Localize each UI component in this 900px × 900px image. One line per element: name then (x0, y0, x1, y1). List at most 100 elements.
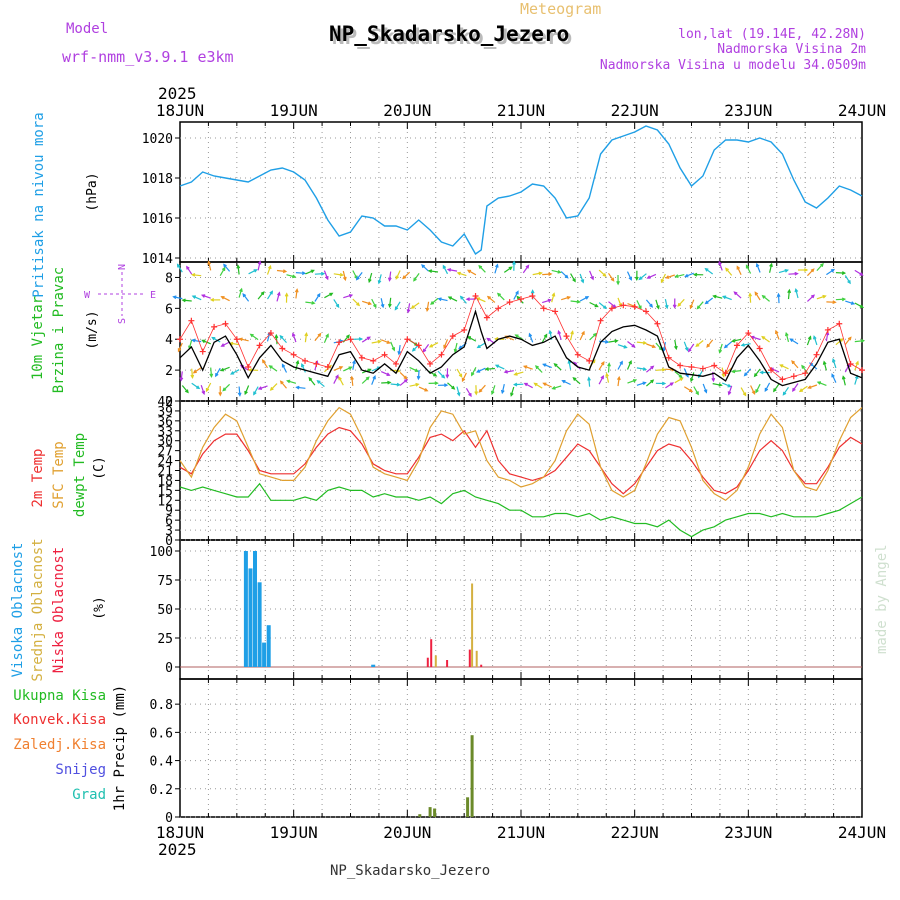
wind-arrow-head (557, 270, 562, 274)
wind-arrow-head (177, 348, 182, 353)
wind-arrow-head (172, 295, 177, 300)
wind-arrow-head (822, 294, 827, 299)
wind-arrow (693, 386, 699, 395)
date-label-bottom: 20JUN (383, 823, 431, 842)
wind-arrow (215, 367, 221, 377)
wind-arrow-head (632, 379, 638, 383)
wind-gust-marker (324, 364, 331, 371)
wind-arrow-head (239, 287, 243, 293)
wind-arrow-head (257, 386, 263, 390)
wind-arrow (389, 297, 392, 307)
wind-gust-marker (824, 326, 831, 333)
wind-gust-marker (574, 351, 581, 358)
wind-arrow (617, 361, 623, 370)
wind-arrow (239, 338, 249, 342)
ytick-label-temperature: 24 (157, 455, 173, 470)
wind-arrow-head (366, 336, 371, 341)
ytick-label-precip: 0 (165, 811, 173, 826)
wind-arrow-head (292, 274, 297, 279)
wind-arrow (457, 272, 467, 277)
wind-arrow (305, 269, 314, 275)
wind-arrow (181, 385, 189, 393)
wind-arrow-head (542, 363, 547, 367)
wind-arrow-head (745, 264, 750, 269)
wind-arrow (674, 371, 683, 378)
wind-arrow (422, 344, 430, 353)
wind-arrow-head (718, 383, 723, 387)
wind-arrow-head (564, 274, 569, 279)
wind-arrow (454, 342, 458, 352)
wind-arrow (674, 339, 677, 349)
wind-arrow-head (244, 390, 248, 396)
wind-arrow-head (365, 376, 370, 381)
wind-arrow-head (789, 338, 794, 342)
wind-arrow-head (209, 373, 214, 378)
wind-arrow-head (447, 296, 452, 300)
high-cloud-bar (243, 551, 248, 667)
wind-arrow (573, 377, 581, 385)
wind-arrow-head (684, 347, 689, 352)
wind-arrow (835, 298, 845, 301)
wind-arrow-head (465, 297, 470, 302)
wind-arrow (788, 273, 798, 275)
wind-arrow-head (220, 343, 225, 347)
wind-arrow-head (794, 271, 799, 276)
model-label: Model (66, 21, 108, 37)
precip-bar (428, 807, 432, 817)
wind-gust-marker (427, 360, 434, 367)
wind-arrow (835, 338, 844, 346)
wind-arrow (314, 293, 321, 302)
wind-arrow (718, 261, 723, 271)
wind-arrow (465, 387, 472, 397)
wind-arrow (817, 381, 827, 386)
wind-arrow-head (769, 262, 773, 268)
wind-arrow-head (855, 360, 859, 365)
wind-arrow (647, 273, 657, 279)
wind-arrow (750, 385, 756, 394)
wind-arrow-head (402, 275, 407, 280)
ytick-label-temperature: 42 (157, 395, 173, 410)
wind-arrow-head (377, 280, 382, 285)
high-cloud-bar (262, 642, 267, 667)
wind-arrow (792, 383, 799, 392)
wind-arrow (736, 266, 742, 276)
low-cloud-bar (446, 660, 449, 667)
precip-bar (466, 797, 470, 817)
wind-arrow-head (534, 365, 539, 370)
wind-arrow-head (585, 296, 590, 300)
wind-arrow-head (723, 344, 728, 349)
wind-arrow (608, 340, 618, 343)
wind-arrow-head (442, 264, 447, 269)
wind-gust-marker (518, 296, 524, 303)
wind-arrow (220, 366, 230, 372)
wind-arrow-head (181, 298, 186, 303)
wind-arrow-head (617, 375, 621, 381)
wind-arrow (501, 383, 505, 394)
wind-arrow-head (453, 348, 458, 354)
wind-gust-marker (665, 354, 672, 361)
wind-arrow (212, 336, 221, 343)
wind-arrow (202, 294, 211, 299)
wind-arrow (477, 342, 486, 349)
wind-arrow-head (192, 369, 197, 374)
wind-arrow-head (236, 264, 241, 269)
wind-arrow (664, 298, 668, 309)
date-label-top: 21JUN (497, 101, 545, 120)
wind-arrow-head (348, 366, 353, 370)
wind-arrow (655, 299, 660, 309)
wind-arrow-head (196, 385, 201, 390)
wind-arrow-head (247, 368, 253, 372)
lonlat: lon,lat (19.14E, 42.28N) (678, 27, 866, 42)
wind-arrow-head (690, 377, 694, 383)
wind-gust-marker (222, 320, 229, 327)
wind-arrow-head (649, 303, 654, 308)
wind-arrow-head (239, 364, 245, 369)
ytick-label-temperature: 6 (165, 514, 173, 529)
wind-arrow (599, 340, 609, 343)
wind-gust-marker (608, 305, 615, 312)
wind-arrow-head (525, 264, 530, 269)
wind-arrow-head (593, 332, 598, 337)
wind-arrow (570, 331, 574, 341)
wind-arrow-head (471, 372, 475, 377)
